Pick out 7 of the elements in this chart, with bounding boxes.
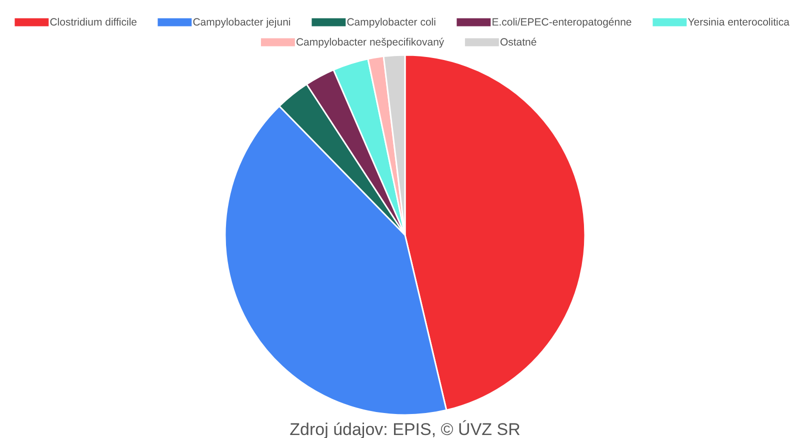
legend-label: Campylobacter nešpecifikovaný bbox=[296, 36, 445, 48]
legend-label: Yersinia enterocolitica bbox=[688, 16, 790, 28]
legend-label: E.coli/EPEC-enteropatogénne bbox=[492, 16, 632, 28]
legend-label: Clostridium difficile bbox=[50, 16, 138, 28]
legend-label: Ostatné bbox=[500, 36, 537, 48]
legend-label: Campylobacter jejuni bbox=[192, 16, 291, 28]
legend-label: Campylobacter coli bbox=[346, 16, 436, 28]
